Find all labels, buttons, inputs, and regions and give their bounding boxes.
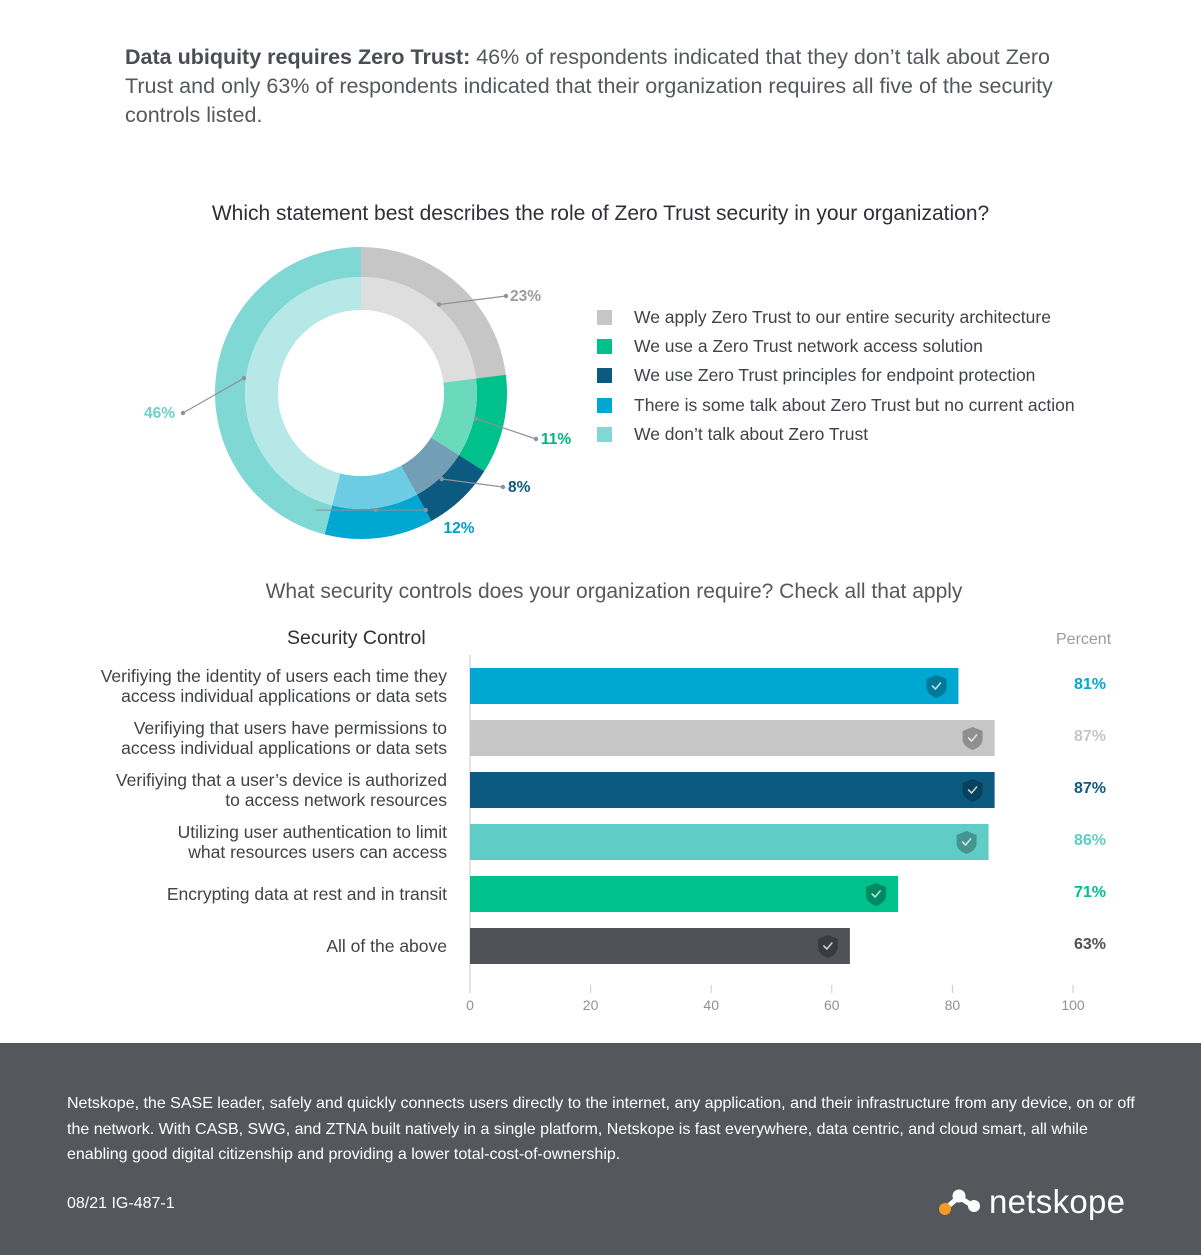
netskope-logo: netskope xyxy=(937,1183,1125,1221)
donut-leader xyxy=(180,376,247,416)
legend-swatch xyxy=(597,397,612,413)
legend-item: We use Zero Trust principles for endpoin… xyxy=(597,361,1075,390)
legend-item: We don’t talk about Zero Trust xyxy=(597,420,1075,449)
bar-category-label-line: access individual applications or data s… xyxy=(121,738,447,758)
donut-slice-outer xyxy=(324,494,432,539)
bar-category-label-line: to access network resources xyxy=(225,790,447,810)
bar-category-label-line: Verifiying that users have permissions t… xyxy=(133,718,447,738)
footer-code: 08/21 IG-487-1 xyxy=(67,1195,175,1212)
bar-percent-label: 87% xyxy=(1073,780,1107,797)
donut-slice-inner xyxy=(361,277,477,383)
x-tick-label: 40 xyxy=(703,997,719,1013)
legend-label: We don’t talk about Zero Trust xyxy=(634,423,869,444)
legend-label: We use a Zero Trust network access solut… xyxy=(634,336,983,357)
legend-swatch xyxy=(597,339,612,355)
donut-slice-inner xyxy=(332,465,417,510)
shield-check-icon xyxy=(817,935,838,958)
legend-swatch xyxy=(597,368,612,384)
bar xyxy=(470,928,850,964)
legend-item: We use a Zero Trust network access solut… xyxy=(597,332,1075,361)
bar xyxy=(470,824,989,860)
x-tick-label: 100 xyxy=(1061,997,1085,1013)
footer-text: Netskope, the SASE leader, safely and qu… xyxy=(67,1095,1135,1163)
bar-category-label: All of the above xyxy=(27,936,447,956)
bar-percent-label: 63% xyxy=(1073,936,1107,953)
x-tick-label: 80 xyxy=(945,997,961,1013)
legend-label: We apply Zero Trust to our entire securi… xyxy=(634,307,1051,328)
bar-percent-label: 81% xyxy=(1073,676,1107,693)
footer: Netskope, the SASE leader, safely and qu… xyxy=(0,1043,1201,1255)
x-tick-label: 20 xyxy=(583,997,599,1013)
bar xyxy=(470,720,995,756)
donut-leader xyxy=(439,476,506,490)
donut-chart-title: Which statement best describes the role … xyxy=(211,202,990,225)
donut-slice-outer xyxy=(416,455,485,521)
donut-slice-inner xyxy=(400,437,459,495)
bar-category-label-line: access individual applications or data s… xyxy=(121,686,447,706)
bar-chart-title: What security controls does your organiz… xyxy=(265,580,963,603)
legend-label: There is some talk about Zero Trust but … xyxy=(634,394,1075,415)
donut-data-label: 8% xyxy=(508,479,531,496)
bar-category-label: Verifiying the identity of users each ti… xyxy=(27,666,447,706)
bar-percent-label: 71% xyxy=(1073,884,1107,901)
bar-chart: 0 20 40 60 80 100 xyxy=(466,655,1085,1013)
donut-leader xyxy=(436,293,509,307)
netskope-logo-text: netskope xyxy=(989,1183,1126,1220)
legend-swatch xyxy=(597,310,612,326)
shield-check-icon xyxy=(926,675,947,698)
donut-data-label: 46% xyxy=(144,405,175,422)
bar-category-label-line: Verifiying the identity of users each ti… xyxy=(100,666,447,686)
bar-category-label: Verifiying that users have permissions t… xyxy=(27,718,447,758)
donut-slice-inner xyxy=(244,277,361,506)
legend-label: We use Zero Trust principles for endpoin… xyxy=(634,365,1036,386)
bar-category-label: Utilizing user authentication to limit wh… xyxy=(27,822,447,862)
bar xyxy=(470,772,995,808)
bar xyxy=(470,668,959,704)
donut-slice-inner xyxy=(431,378,477,456)
legend-item: We apply Zero Trust to our entire securi… xyxy=(597,303,1075,332)
shield-check-icon xyxy=(866,883,887,906)
bar xyxy=(470,876,899,912)
donut-chart: 23% 11% 8% 12% 46% xyxy=(144,247,571,539)
bar-category-label: Encrypting data at rest and in transit xyxy=(27,884,447,904)
shield-check-icon xyxy=(956,831,977,854)
bar-category-label-line: Verifiying that a user’s device is autho… xyxy=(115,770,447,790)
x-tick-label: 0 xyxy=(466,997,474,1013)
intro-bold: Data ubiquity requires Zero Trust: xyxy=(125,45,471,69)
bar-category-label-line: All of the above xyxy=(326,936,447,956)
bar-category-label: Verifiying that a user’s device is autho… xyxy=(27,770,447,810)
shield-check-icon xyxy=(962,779,983,802)
bar-percent-label: 86% xyxy=(1073,832,1107,849)
donut-leader xyxy=(473,416,539,442)
category-header: Security Control xyxy=(287,627,426,649)
donut-slice-outer xyxy=(215,247,361,535)
intro-text: 46% of respondents indicated that they d… xyxy=(125,45,1053,127)
donut-data-label: 23% xyxy=(510,288,541,305)
donut-data-label: 12% xyxy=(443,520,474,537)
x-tick-label: 60 xyxy=(824,997,840,1013)
donut-slice-outer xyxy=(458,374,508,472)
bar-category-label-line: Encrypting data at rest and in transit xyxy=(166,884,447,904)
donut-legend: We apply Zero Trust to our entire securi… xyxy=(597,303,1075,449)
percent-header: Percent xyxy=(1056,631,1112,648)
bar-percent-label: 87% xyxy=(1073,728,1107,745)
donut-hole xyxy=(278,310,444,476)
legend-swatch xyxy=(597,426,612,442)
shield-check-icon xyxy=(962,727,983,750)
bar-category-label-line: what resources users can access xyxy=(188,842,447,862)
bar-category-label-line: Utilizing user authentication to limit xyxy=(177,822,447,842)
netskope-logo-icon xyxy=(939,1189,980,1215)
donut-data-label: 11% xyxy=(541,431,571,448)
donut-leader xyxy=(315,507,428,513)
legend-item: There is some talk about Zero Trust but … xyxy=(597,391,1075,420)
donut-slice-outer xyxy=(361,247,506,379)
intro-paragraph: Data ubiquity requires Zero Trust: 46% o… xyxy=(125,43,1085,130)
